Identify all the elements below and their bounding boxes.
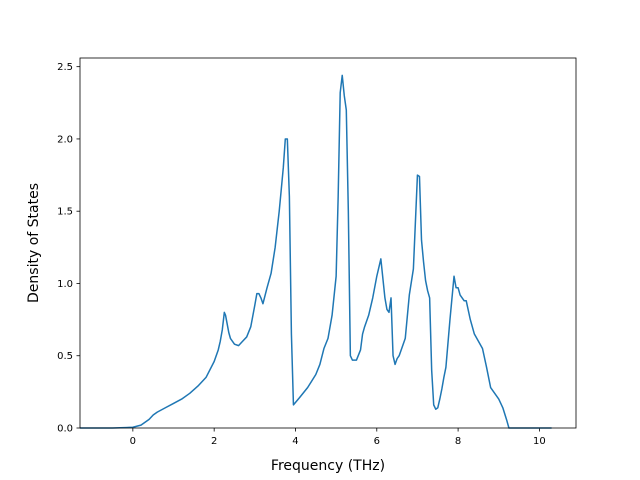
series-line	[80, 74, 552, 429]
y-tick-label: 0.0	[57, 424, 73, 435]
x-tick-label: 0	[130, 436, 136, 447]
y-axis-ticks: 0.0 0.5 1.0 1.5 2.0 2.5	[57, 62, 80, 435]
x-tick-label: 4	[292, 436, 298, 447]
x-tick-label: 10	[533, 436, 546, 447]
x-axis-ticks: 0 2 4 6 8 10	[130, 428, 546, 447]
y-tick-label: 1.0	[57, 279, 73, 290]
x-axis-title: Frequency (THz)	[271, 458, 385, 474]
y-tick-label: 2.5	[57, 62, 73, 73]
y-axis-title: Density of States	[26, 183, 42, 303]
x-tick-label: 8	[455, 436, 461, 447]
y-tick-label: 1.5	[57, 207, 73, 218]
y-tick-label: 2.0	[57, 134, 73, 145]
y-tick-label: 0.5	[57, 351, 73, 362]
x-tick-label: 6	[374, 436, 380, 447]
plot-area	[80, 58, 576, 428]
x-tick-label: 2	[211, 436, 217, 447]
plot-frame	[79, 57, 577, 429]
